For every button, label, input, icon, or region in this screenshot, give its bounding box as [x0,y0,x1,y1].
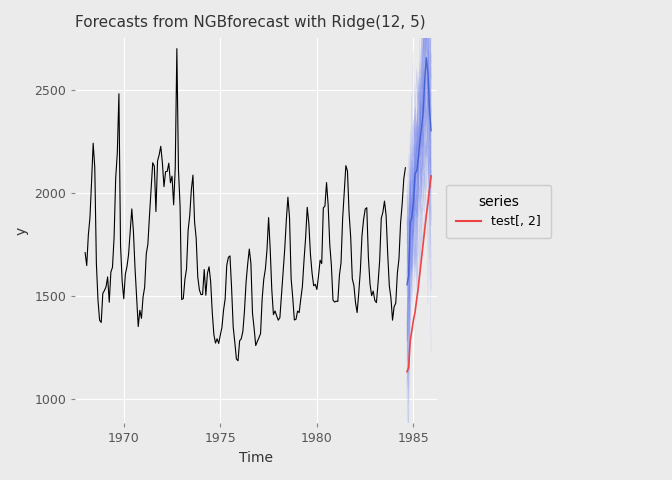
Legend: test[, 2]: test[, 2] [446,185,551,238]
Text: Forecasts from NGBforecast with Ridge(12, 5): Forecasts from NGBforecast with Ridge(12… [75,15,426,30]
Y-axis label: y: y [15,227,29,235]
X-axis label: Time: Time [239,451,273,465]
